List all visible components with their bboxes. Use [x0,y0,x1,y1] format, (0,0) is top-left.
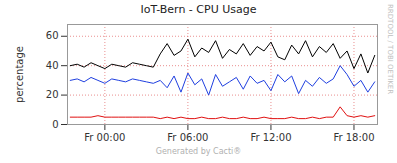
svg-text:20: 20 [46,89,59,100]
html-text:IoT-Bern - CPU Usage: IoT-Bern - CPU Usage [140,3,257,16]
svg-text:Fr 18:00: Fr 18:00 [333,132,374,143]
svg-text:Fr 06:00: Fr 06:00 [167,132,208,143]
svg-text:percentage: percentage [14,46,25,103]
svg-text:Fr 00:00: Fr 00:00 [84,132,125,143]
svg-text:Fr 12:00: Fr 12:00 [250,132,291,143]
html-text:RRDTOOL / TOBI OETIKER: RRDTOOL / TOBI OETIKER [386,4,394,95]
svg-text:60: 60 [46,30,59,41]
html-text:Generated by Cacti®: Generated by Cacti® [155,147,242,156]
svg-text:40: 40 [46,60,59,71]
svg-text:0: 0 [52,119,58,130]
